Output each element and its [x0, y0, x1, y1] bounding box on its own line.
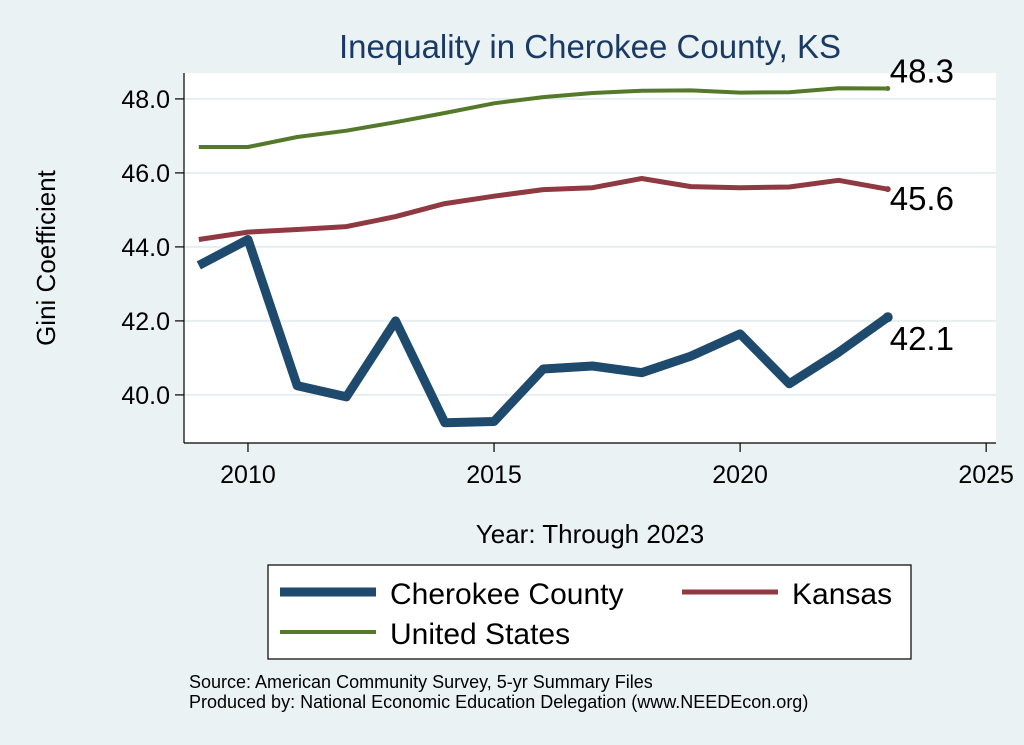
- y-axis-title: Gini Coefficient: [31, 169, 61, 346]
- x-tick-label: 2020: [712, 461, 768, 489]
- producer-note: Produced by: National Economic Education…: [189, 692, 808, 712]
- end-point-united-states: [885, 86, 891, 92]
- y-axis-ticks: 40.0 42.0 44.0 46.0 48.0: [121, 86, 184, 410]
- y-tick-label: 40.0: [121, 382, 170, 410]
- end-label-united-states: 48.3: [890, 53, 954, 90]
- legend-label-cherokee-county: Cherokee County: [390, 578, 623, 611]
- y-tick-label: 42.0: [121, 308, 170, 336]
- x-tick-label: 2010: [220, 461, 276, 489]
- y-tick-label: 48.0: [121, 86, 170, 114]
- series-lines: [196, 86, 893, 428]
- source-note: Source: American Community Survey, 5-yr …: [189, 672, 653, 692]
- x-tick-label: 2025: [958, 461, 1014, 489]
- y-tick-label: 46.0: [121, 160, 170, 188]
- legend: Cherokee County Kansas United States: [267, 564, 912, 660]
- legend-box: [267, 564, 912, 660]
- x-tick-label: 2015: [466, 461, 522, 489]
- chart-title: Inequality in Cherokee County, KS: [339, 28, 841, 65]
- legend-label-kansas: Kansas: [792, 578, 892, 611]
- series-line-united-states: [198, 86, 888, 149]
- end-point-cherokee-county: [882, 312, 893, 323]
- end-labels: 42.1 45.6 48.3: [890, 53, 954, 358]
- x-axis-title: Year: Through 2023: [476, 519, 704, 549]
- legend-label-united-states: United States: [390, 618, 570, 651]
- x-axis-ticks: 2010 2015 2020 2025: [220, 443, 1014, 489]
- y-tick-label: 44.0: [121, 234, 170, 262]
- series-line-kansas: [198, 176, 889, 242]
- end-point-kansas: [884, 186, 891, 193]
- end-label-kansas: 45.6: [890, 180, 954, 217]
- series-line-cherokee-county: [196, 235, 891, 428]
- end-label-cherokee-county: 42.1: [890, 320, 954, 357]
